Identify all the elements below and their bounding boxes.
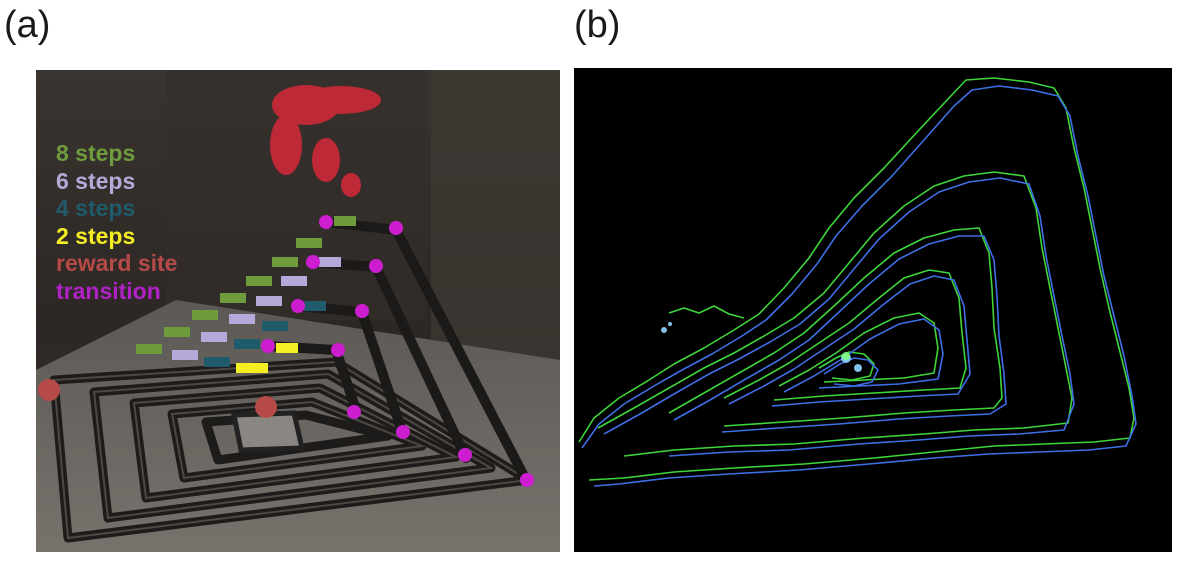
maze-photo: 8 steps 6 steps 4 steps 2 steps reward s… (36, 70, 560, 552)
panel-b-label: (b) (574, 4, 621, 46)
panel-a-label: (a) (4, 4, 51, 46)
legend-6-steps: 6 steps (56, 167, 136, 194)
legend-8-steps: 8 steps (56, 140, 136, 166)
tracking-image (574, 68, 1172, 552)
color-legend: 8 steps 6 steps 4 steps 2 steps reward s… (56, 140, 177, 305)
legend-2-steps: 2 steps (56, 222, 136, 249)
legend-reward-site: reward site (56, 250, 178, 276)
legend-4-steps: 4 steps (56, 195, 136, 221)
trajectory-paths (578, 77, 1137, 487)
legend-transition: transition (56, 277, 161, 304)
maze-photo-drawing (36, 70, 560, 552)
